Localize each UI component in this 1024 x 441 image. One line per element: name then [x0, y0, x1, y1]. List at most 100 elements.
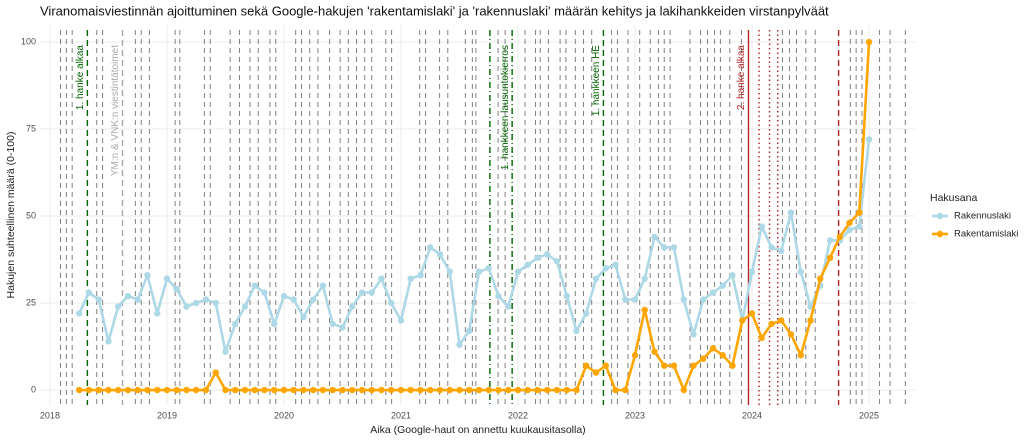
point	[193, 386, 200, 394]
point	[95, 296, 102, 303]
point	[778, 317, 785, 324]
point	[670, 244, 678, 251]
legend-swatch	[936, 230, 944, 238]
point	[163, 386, 171, 394]
point	[251, 282, 258, 289]
point	[212, 299, 219, 307]
point	[797, 268, 804, 275]
point	[544, 386, 551, 394]
point	[612, 261, 619, 268]
point	[583, 362, 590, 369]
point	[524, 386, 531, 394]
point	[114, 386, 122, 394]
point	[280, 386, 288, 394]
legend-label: Rakennuslaki	[954, 211, 1011, 222]
x-tick-label: 2024	[742, 410, 762, 420]
point	[75, 386, 83, 394]
point	[622, 386, 629, 394]
x-tick-label: 2023	[625, 410, 645, 420]
point	[231, 386, 239, 394]
point	[241, 386, 249, 394]
point	[310, 386, 317, 394]
point	[563, 292, 570, 300]
point	[505, 303, 512, 310]
point	[348, 303, 356, 310]
point	[456, 386, 463, 394]
point	[427, 386, 434, 394]
point	[271, 386, 278, 394]
point	[202, 296, 210, 303]
point	[339, 324, 346, 331]
point	[553, 258, 561, 265]
point	[670, 362, 678, 369]
point	[680, 386, 687, 394]
legend-label: Rakentamislaki	[954, 229, 1018, 240]
point	[319, 282, 327, 289]
point	[446, 268, 453, 275]
milestone-label: YM:n & VNK:n viestintätoimet	[110, 45, 121, 176]
point	[456, 341, 463, 348]
point	[241, 303, 249, 310]
point	[222, 386, 229, 394]
point	[748, 268, 756, 275]
point	[329, 320, 336, 328]
point	[592, 275, 600, 282]
point	[358, 386, 366, 394]
point	[700, 296, 707, 303]
point	[85, 386, 93, 394]
point	[778, 247, 785, 255]
point	[261, 289, 268, 296]
point	[212, 369, 219, 376]
point	[485, 386, 492, 394]
x-tick-label: 2020	[274, 410, 294, 420]
series-line	[79, 41, 871, 392]
point	[787, 331, 795, 338]
point	[290, 296, 297, 303]
point	[544, 251, 551, 258]
point	[124, 292, 132, 300]
point	[739, 317, 746, 324]
point	[651, 348, 658, 355]
point	[446, 386, 453, 394]
point	[758, 334, 765, 342]
point	[631, 296, 639, 303]
y-axis-title: Hakujen suhteellinen määrä (0-100)	[5, 132, 17, 299]
point	[826, 254, 834, 262]
point	[173, 285, 180, 293]
point	[631, 352, 639, 359]
point	[368, 386, 375, 394]
point	[719, 352, 726, 359]
point	[290, 386, 297, 394]
point	[768, 320, 775, 328]
point	[709, 289, 717, 296]
point	[573, 386, 580, 394]
point	[202, 386, 210, 394]
x-tick-label: 2018	[40, 410, 60, 420]
point	[748, 310, 756, 317]
point	[134, 386, 141, 394]
point	[378, 275, 385, 282]
x-axis-title: Aika (Google-haut on annettu kuukausitas…	[370, 424, 585, 436]
point	[134, 296, 141, 303]
point	[514, 268, 522, 275]
point	[661, 244, 668, 251]
point	[709, 345, 717, 352]
point	[768, 244, 775, 251]
point	[495, 292, 502, 300]
point	[787, 209, 795, 216]
point	[807, 317, 814, 324]
point	[144, 386, 151, 394]
point	[602, 362, 609, 369]
point	[758, 223, 765, 230]
point	[690, 331, 697, 338]
point	[690, 362, 697, 369]
point	[378, 386, 385, 394]
point	[280, 292, 288, 300]
point	[865, 136, 873, 143]
point	[339, 386, 346, 394]
point	[261, 386, 268, 394]
point	[154, 386, 161, 394]
point	[193, 299, 200, 307]
point	[417, 272, 424, 279]
